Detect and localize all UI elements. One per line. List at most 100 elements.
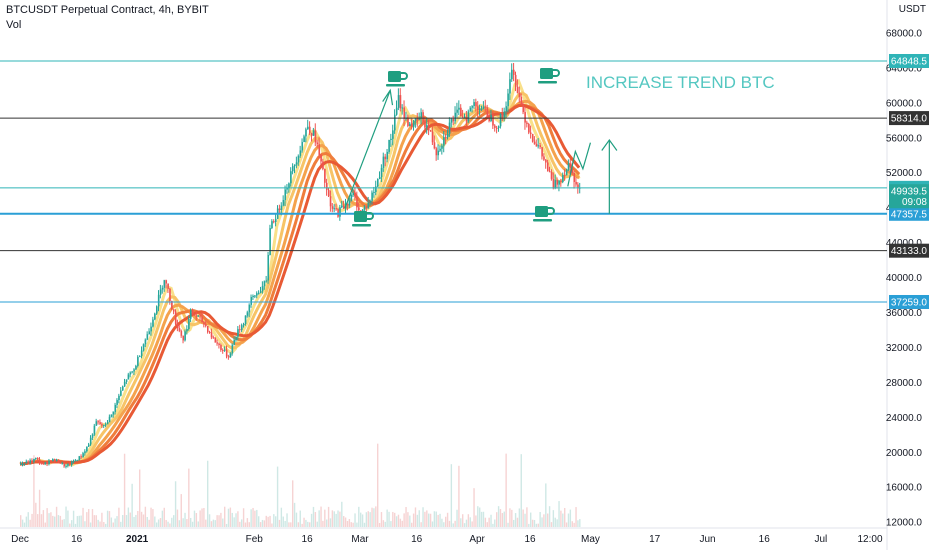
candle-body — [184, 331, 186, 341]
volume-bar — [273, 514, 275, 527]
candle-body — [256, 293, 258, 296]
volume-bar — [99, 521, 101, 527]
candle-body — [282, 199, 285, 206]
volume-bar — [367, 511, 369, 527]
volume-bar — [520, 454, 522, 527]
volume-bar — [280, 507, 283, 527]
volume-bar — [331, 510, 334, 527]
candle-body — [333, 208, 336, 210]
coffee-cup-icon — [533, 206, 555, 222]
candle-body — [513, 69, 515, 75]
candle-body — [480, 108, 483, 110]
y-tick-label: 44000.0 — [886, 238, 923, 249]
x-tick-label: Dec — [11, 534, 29, 545]
candle-body — [299, 150, 302, 156]
candle-body — [562, 175, 564, 183]
candle-body — [335, 208, 338, 210]
volume-bar — [286, 513, 288, 527]
volume-bar — [401, 520, 403, 527]
x-tick-label: 16 — [71, 534, 83, 545]
candle-body — [307, 126, 309, 130]
volume-bar — [137, 511, 139, 527]
candle-body — [35, 457, 37, 459]
candle-body — [547, 162, 549, 172]
volume-bar — [471, 521, 473, 527]
volume-bar — [503, 511, 505, 527]
candle-body — [48, 460, 50, 464]
candle-body — [462, 116, 464, 118]
volume-bar — [23, 522, 26, 527]
x-tick-label: Feb — [246, 534, 264, 545]
volume-bar — [371, 507, 373, 527]
candle-body — [346, 204, 349, 206]
annotation-drawings — [344, 88, 618, 214]
volume-bar — [118, 507, 120, 527]
volume-bar — [207, 460, 209, 527]
volume-bar — [72, 510, 75, 527]
candle-body — [156, 306, 158, 314]
volume-bar — [208, 514, 211, 527]
volume-bar — [190, 517, 192, 527]
volume-bar — [227, 508, 230, 527]
candle-body — [435, 148, 438, 156]
volume-bar — [127, 507, 130, 527]
ma-line — [19, 78, 581, 467]
volume-bar — [513, 519, 515, 527]
candle-body — [273, 221, 275, 223]
candle-body — [524, 112, 526, 123]
candle-body — [199, 315, 202, 317]
candle-body — [326, 182, 328, 191]
candle-body — [237, 329, 239, 337]
volume-bar — [514, 513, 517, 527]
candle-body — [63, 462, 66, 467]
candle-body — [69, 463, 71, 466]
candle-body — [297, 155, 300, 163]
candle-body — [375, 186, 377, 192]
candle-body — [418, 118, 421, 120]
candle-body — [50, 460, 52, 462]
volume-bar — [565, 522, 568, 527]
volume-bar — [350, 522, 352, 527]
volume-bar — [462, 514, 464, 527]
candle-body — [558, 180, 560, 185]
candle-body — [382, 156, 385, 168]
volume-bar — [214, 520, 216, 527]
candle-body — [263, 281, 266, 287]
candle-body — [378, 177, 381, 179]
volume-bar — [411, 522, 413, 527]
candle-body — [57, 459, 60, 463]
candle-body — [76, 460, 79, 462]
candle-body — [479, 108, 481, 110]
volume-bar — [550, 522, 553, 527]
y-tick-label: 24000.0 — [886, 413, 923, 424]
candle-body — [390, 138, 392, 140]
volume-bar — [450, 464, 453, 527]
candle-body — [259, 291, 262, 293]
candle-body — [165, 280, 168, 284]
volume-bar — [44, 522, 46, 527]
candle-body — [516, 86, 519, 93]
candle-body — [373, 191, 375, 193]
candle-body — [37, 457, 39, 460]
volume-bar — [258, 516, 260, 527]
trend-arrow — [344, 90, 391, 209]
volume-bar — [40, 514, 43, 527]
volume-bar — [25, 516, 28, 527]
candle-body — [71, 461, 73, 466]
candle-body — [140, 350, 143, 357]
x-tick-label: 16 — [759, 534, 771, 545]
volume-bar — [114, 518, 116, 527]
volume-bar — [418, 510, 420, 527]
volume-bar — [184, 512, 186, 527]
volume-bar — [307, 521, 309, 527]
candle-body — [33, 458, 35, 462]
volume-bar — [112, 522, 114, 527]
volume-bar — [86, 512, 88, 527]
volume-bar — [445, 516, 447, 527]
volume-bar — [486, 522, 488, 527]
candle-body — [292, 166, 294, 172]
volume-bar — [420, 522, 422, 527]
volume-bar — [254, 510, 256, 527]
